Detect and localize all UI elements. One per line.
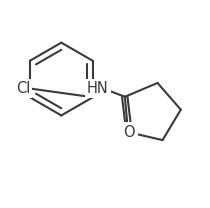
Text: HN: HN <box>87 81 109 96</box>
Text: O: O <box>123 125 135 140</box>
Text: Cl: Cl <box>16 81 30 96</box>
